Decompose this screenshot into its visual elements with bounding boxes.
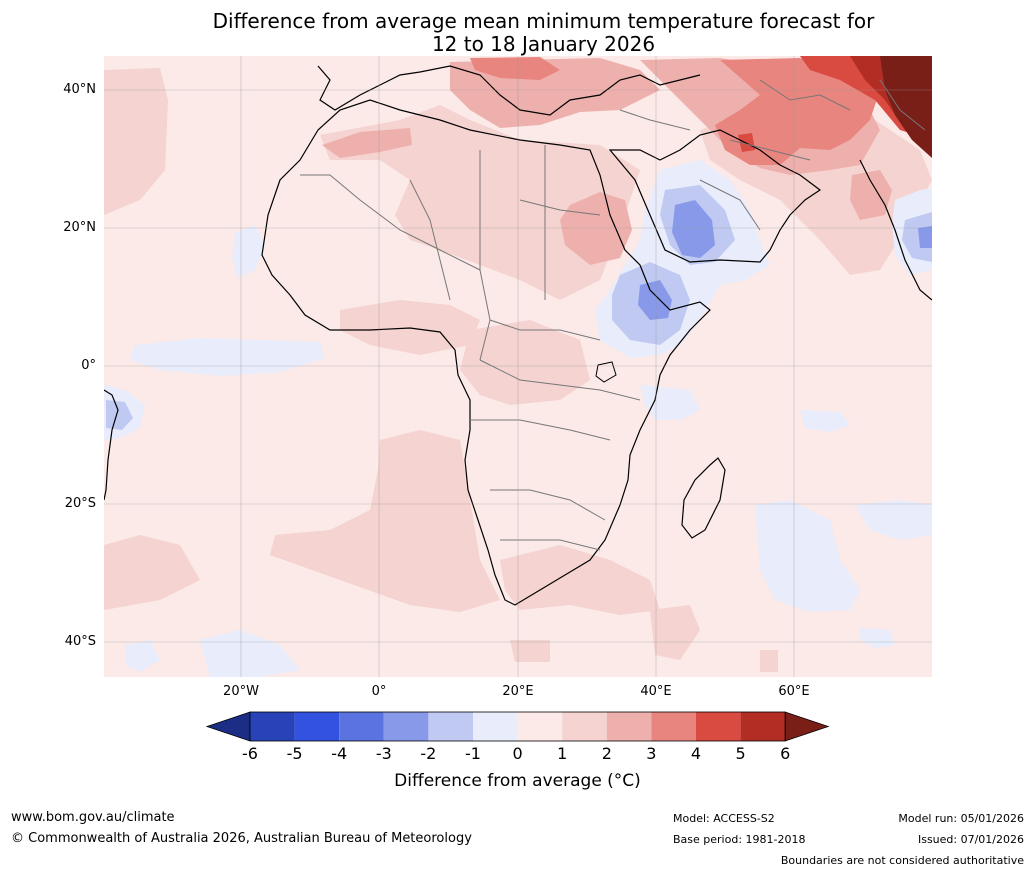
colorbar-tick-label: -5 <box>286 744 303 763</box>
footer-copyright: © Commonwealth of Australia 2026, Austra… <box>11 831 472 846</box>
colorbar-swatch <box>562 712 607 741</box>
warm-anomaly-tibet <box>880 56 932 158</box>
cool-anomaly-mozambique <box>640 385 700 420</box>
colorbar-tick-label: 6 <box>780 744 791 763</box>
cool-anomaly-ethiopia-center <box>638 280 672 320</box>
footer-base-period: Base period: 1981-2018 <box>673 833 806 846</box>
warm-anomaly-madagascar-south <box>650 605 700 660</box>
title-line-1: Difference from average mean minimum tem… <box>212 9 875 33</box>
colorbar-tick-label: -3 <box>375 744 392 763</box>
warm-anomaly-india <box>850 170 892 220</box>
colorbar-swatch <box>428 712 473 741</box>
colorbar-tick-label: 4 <box>690 744 702 763</box>
colorbar-extend-high <box>784 711 830 742</box>
colorbar-swatch <box>517 712 563 741</box>
colorbar-swatch <box>294 712 340 741</box>
warm-anomaly-sahara-strip <box>322 128 412 158</box>
colorbar-tick-label: 1 <box>557 744 568 763</box>
country-borders <box>300 79 926 551</box>
warm-anomaly-iran-spot <box>738 133 755 152</box>
arabia-coastline <box>608 129 822 263</box>
cool-anomaly-far-south-2 <box>125 640 160 672</box>
lat-label-0: 0° <box>81 358 96 373</box>
colorbar-swatch <box>696 712 741 741</box>
warm-anomaly-southwest <box>104 535 200 610</box>
cool-anomaly-south-indian-east <box>855 500 932 540</box>
colorbar-tick-label: 3 <box>646 744 657 763</box>
colorbar-tick-label: 2 <box>601 744 612 763</box>
footer-model-run: Model run: 05/01/2026 <box>898 812 1024 825</box>
india-coastline <box>859 159 932 301</box>
cool-anomaly-arabian-sea-core <box>902 212 932 262</box>
map-title: Difference from average mean minimum tem… <box>0 10 1035 56</box>
cool-anomaly-ocean-east <box>800 410 850 432</box>
colorbar-label: Difference from average (°C) <box>394 771 641 791</box>
warm-anomaly-atlantic-north <box>104 68 168 215</box>
colorbar-swatch <box>473 712 518 741</box>
africa-coastline <box>261 99 711 606</box>
lon-label-20e: 20°E <box>502 684 534 699</box>
cool-anomaly-arabian-sea-center <box>918 226 932 248</box>
warm-anomaly-south-atlantic <box>270 430 500 612</box>
cool-anomaly-west-atlantic-core <box>106 400 133 430</box>
graticule <box>104 56 932 677</box>
cool-anomaly-far-south-3 <box>860 628 895 648</box>
colorbar-tick-label: -4 <box>331 744 348 763</box>
lat-label-20n: 20°N <box>63 220 96 235</box>
lat-label-40n: 40°N <box>63 82 96 97</box>
footer-model: Model: ACCESS-S2 <box>673 812 775 825</box>
lake-victoria <box>595 361 617 383</box>
cool-anomaly-west-africa-coast <box>232 225 265 278</box>
colorbar-swatch <box>383 712 429 741</box>
colorbar-tick-label: 5 <box>735 744 746 763</box>
colorbar-outline <box>249 711 786 742</box>
lat-label-40s: 40°S <box>64 634 96 649</box>
lon-label-60e: 60°E <box>778 684 810 699</box>
warm-anomaly-caucasus <box>715 58 880 165</box>
footer-website: www.bom.gov.au/climate <box>11 810 175 825</box>
lat-label-20s: 20°S <box>64 496 96 511</box>
cool-anomaly-atlantic-equator <box>130 338 325 376</box>
colorbar-tick-label: -1 <box>465 744 481 763</box>
warm-anomaly-central-africa <box>460 320 590 405</box>
cool-anomaly-south-indian-ocean <box>755 500 860 612</box>
warm-anomaly-south-indian-3 <box>760 650 778 672</box>
colorbar-swatch <box>740 712 786 741</box>
colorbar-tick-label: 0 <box>512 744 523 763</box>
cool-anomaly-yemen-center <box>672 200 715 258</box>
colorbar-swatch <box>606 712 652 741</box>
colorbar-extend-low <box>205 711 251 742</box>
europe-coastline <box>317 65 701 116</box>
warm-anomaly-south-indian <box>500 545 660 615</box>
colorbar-tick-label: -6 <box>242 744 258 763</box>
warm-anomaly-south-indian-2 <box>510 640 550 662</box>
lon-label-40e: 40°E <box>640 684 672 699</box>
colorbar-swatch <box>250 712 295 741</box>
lon-label-0: 0° <box>371 684 387 699</box>
south-america-coastline <box>104 389 119 501</box>
title-line-2: 12 to 18 January 2026 <box>431 32 656 56</box>
colorbar-swatch <box>651 712 696 741</box>
colorbar-swatch <box>339 712 384 741</box>
footer-disclaimer: Boundaries are not considered authoritat… <box>780 854 1024 867</box>
colorbar-tick-label: -2 <box>420 744 437 763</box>
footer-issued: Issued: 07/01/2026 <box>917 833 1024 846</box>
warm-anomaly-north-mediterranean <box>470 57 560 80</box>
lon-label-20w: 20°W <box>223 684 259 699</box>
madagascar-coastline <box>681 457 726 539</box>
warm-anomaly-sudan-core <box>560 192 632 265</box>
